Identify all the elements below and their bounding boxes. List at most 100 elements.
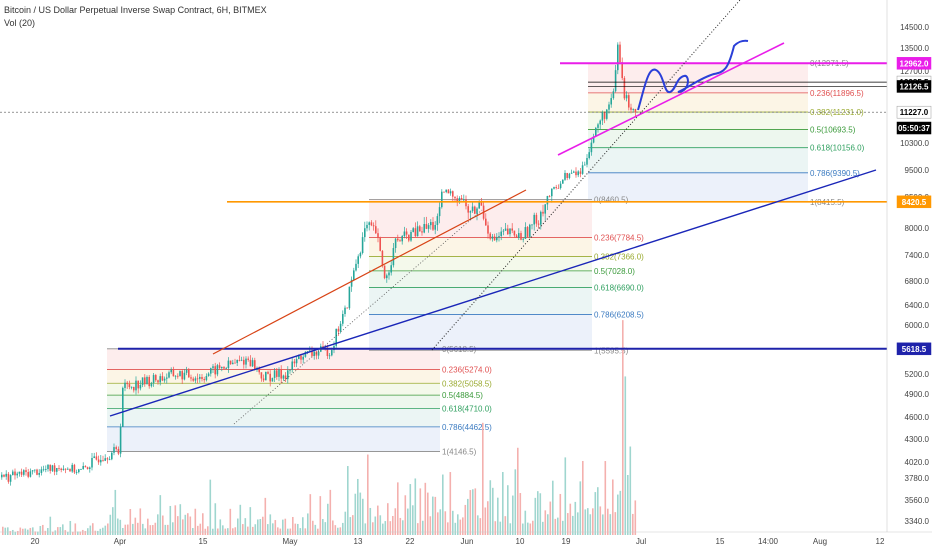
volume-bar: [584, 509, 587, 535]
candle-body: [410, 231, 412, 241]
candle-body: [419, 226, 421, 232]
volume-bar: [144, 528, 147, 535]
candle-body: [56, 468, 58, 472]
candle-body: [229, 360, 232, 365]
candle-body: [181, 371, 183, 380]
y-tick-label: 8000.0: [905, 224, 930, 233]
volume-bar: [304, 528, 307, 535]
volume-bar: [187, 513, 189, 535]
volume-bar: [559, 493, 562, 535]
candle-body: [102, 459, 104, 461]
candle-body: [163, 378, 166, 381]
candle-body: [199, 376, 201, 379]
candle-body: [218, 365, 221, 369]
fib-zone-1-band: [107, 369, 440, 384]
candle-body: [359, 252, 362, 257]
candle-body: [621, 62, 623, 79]
candle-body: [168, 372, 170, 378]
volume-indicator-label[interactable]: Vol (20): [4, 18, 36, 28]
volume-bar: [484, 507, 487, 535]
y-tick-label: 4300.0: [905, 435, 930, 444]
volume-bar: [139, 508, 142, 535]
volume-bar: [292, 516, 294, 535]
candle-body: [194, 378, 197, 381]
blue-trendline: [109, 169, 877, 417]
fib-1-label: 0.382(5058.5): [442, 379, 492, 388]
candle-body: [502, 230, 505, 232]
candle-body: [91, 458, 93, 468]
volume-bar: [457, 514, 459, 535]
volume-bar: [37, 531, 39, 535]
candle-body: [172, 369, 175, 377]
candle-body: [304, 351, 307, 357]
volume-bar: [524, 510, 527, 535]
volume-bar: [249, 507, 252, 535]
fib-2-label: 0.5(7028.0): [594, 267, 635, 276]
volume-bar: [79, 531, 82, 535]
candle-body: [522, 238, 524, 240]
volume-bar: [97, 530, 99, 535]
candle-body: [23, 470, 25, 475]
volume-bar: [549, 501, 552, 535]
candle-body: [179, 371, 181, 376]
candle-body: [67, 468, 69, 470]
candle-body: [97, 459, 100, 463]
x-tick-label: Apr: [114, 537, 127, 546]
candle-body: [427, 225, 430, 229]
x-tick-label: 20: [31, 537, 40, 546]
candle-body: [152, 375, 155, 384]
candle-body: [610, 98, 612, 105]
volume-bar: [42, 524, 44, 535]
volume-bar: [629, 446, 632, 535]
volume-bar: [184, 514, 187, 535]
candle-body: [295, 359, 298, 364]
volume-bar: [299, 528, 302, 535]
volume-bar: [452, 510, 454, 535]
volume-bar: [357, 478, 359, 535]
candle-body: [328, 355, 331, 357]
candle-body: [185, 369, 188, 373]
volume-bar: [69, 520, 72, 535]
candle-body: [51, 465, 54, 471]
candle-body: [278, 369, 280, 377]
candle-body: [614, 70, 617, 92]
price-flag: [896, 57, 932, 70]
volume-bar: [437, 512, 439, 535]
volume-bar: [519, 493, 522, 535]
candle-body: [551, 188, 553, 197]
volume-bar: [14, 531, 17, 535]
volume-bar: [194, 508, 197, 535]
y-tick-label: 7400.0: [905, 251, 930, 260]
fib-3-label: 0.236(11896.5): [810, 89, 864, 98]
red-trendline: [212, 189, 527, 355]
volume-bar: [74, 523, 77, 535]
volume-bar: [197, 525, 199, 535]
candle-body: [630, 107, 632, 110]
candle-body: [93, 456, 95, 459]
candle-body: [586, 158, 588, 165]
volume-bar: [64, 530, 67, 535]
volume-bar: [407, 508, 409, 535]
candle-body: [203, 379, 205, 381]
candle-body: [548, 195, 551, 197]
volume-bar: [619, 490, 622, 535]
candle-body: [603, 112, 606, 119]
volume-bar: [514, 469, 517, 535]
volume-bar: [614, 512, 617, 535]
volume-bar: [404, 495, 407, 535]
volume-bar: [239, 504, 242, 535]
volume-bar: [462, 517, 464, 535]
volume-bar: [52, 531, 54, 535]
candle-body: [159, 376, 161, 383]
candle-body: [566, 172, 568, 178]
fib-1-label: 0.786(4462.5): [442, 423, 492, 432]
volume-bar: [34, 531, 37, 535]
candle-body: [260, 372, 263, 379]
volume-bar: [149, 525, 152, 535]
volume-bar: [422, 520, 424, 535]
candle-body: [458, 198, 461, 202]
candle-body: [108, 459, 111, 461]
volume-bar: [477, 515, 479, 535]
